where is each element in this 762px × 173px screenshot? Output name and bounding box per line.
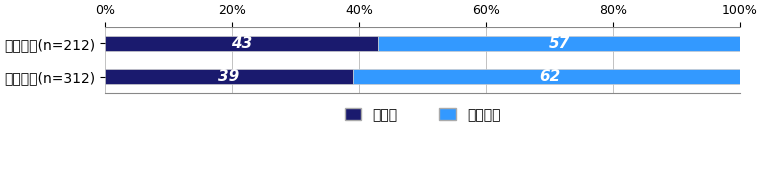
Bar: [353, 69, 746, 84]
Text: 39: 39: [218, 69, 239, 84]
Bar: [378, 36, 740, 51]
Text: 43: 43: [231, 36, 252, 51]
Text: 57: 57: [549, 36, 569, 51]
Text: 62: 62: [539, 69, 560, 84]
Bar: [105, 69, 353, 84]
Legend: あった, なかった: あった, なかった: [339, 102, 506, 127]
Bar: [105, 36, 378, 51]
